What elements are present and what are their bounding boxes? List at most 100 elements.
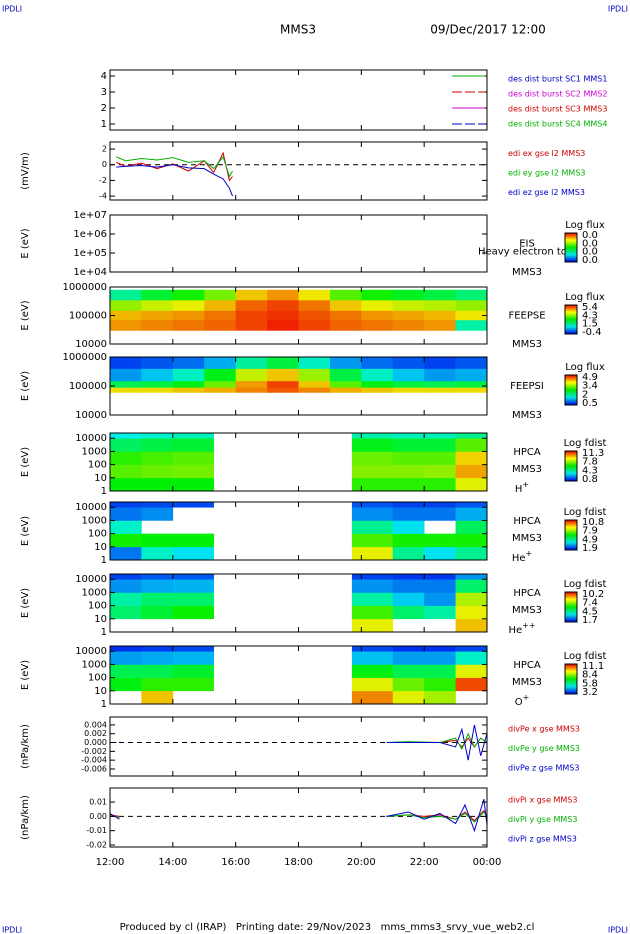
spectrogram-cell bbox=[110, 451, 142, 465]
spectrogram-cell bbox=[267, 380, 299, 388]
y-tick-label: 1e+04 bbox=[73, 267, 107, 278]
spectrogram-cell bbox=[392, 357, 425, 369]
y-tick-label: 1000000 bbox=[62, 282, 107, 293]
y-tick-label: 10000 bbox=[75, 433, 107, 444]
spectrogram-cell bbox=[351, 579, 394, 593]
legend-label: des dist burst SC1 MMS1 bbox=[508, 75, 607, 84]
spectrogram-cell bbox=[424, 646, 456, 652]
corner-label: IPDLI bbox=[2, 5, 22, 14]
overlay-text: Heavy electron to bbox=[478, 247, 567, 258]
spectrogram-cell bbox=[110, 289, 142, 301]
spectrogram-cell bbox=[172, 387, 205, 393]
spectrogram-cell bbox=[141, 438, 174, 452]
spectrogram-cell bbox=[361, 380, 394, 388]
y-axis-label: (nPa/km) bbox=[20, 795, 31, 840]
colorbar-title: Log flux bbox=[565, 292, 605, 303]
spectrogram-cell bbox=[172, 477, 214, 492]
colorbar-label: 1.5 bbox=[582, 319, 598, 330]
instrument-label: MMS3 bbox=[512, 464, 542, 475]
spectrogram-cell bbox=[361, 319, 394, 331]
instrument-label: HPCA bbox=[513, 588, 541, 599]
spectrogram-cell bbox=[172, 592, 214, 606]
species-charge: + bbox=[525, 549, 532, 558]
spectrogram-cell bbox=[141, 592, 174, 606]
panel-frame bbox=[109, 716, 488, 777]
colorbar-label: 5.8 bbox=[582, 678, 598, 689]
spectrogram-cell bbox=[172, 451, 214, 465]
spectrogram-cell bbox=[392, 651, 425, 665]
y-tick-label: 1 bbox=[101, 486, 107, 497]
species-name: O bbox=[515, 697, 523, 708]
colorbar-title: Log fdist bbox=[564, 651, 607, 662]
spectrogram-cell bbox=[392, 592, 425, 606]
spectrogram-cell bbox=[110, 592, 142, 606]
spectrogram-cell bbox=[172, 357, 205, 369]
colorbar-title: Log fdist bbox=[564, 438, 607, 449]
spectrogram-cell bbox=[424, 502, 456, 508]
spectrogram-cell bbox=[424, 380, 456, 388]
spectrogram-cell bbox=[424, 690, 456, 705]
instrument-label: MMS3 bbox=[512, 339, 542, 350]
y-tick-label: 1e+07 bbox=[73, 210, 107, 221]
spectrogram-cell bbox=[141, 380, 174, 388]
spectrogram-cell bbox=[351, 477, 394, 492]
x-tick-label: 20:00 bbox=[347, 857, 376, 868]
spectrogram-cell bbox=[424, 289, 456, 301]
y-axis-label: E (eV) bbox=[20, 300, 31, 330]
species-label: He++ bbox=[508, 621, 535, 637]
spectrogram-cell bbox=[351, 618, 394, 633]
spectrogram-cell bbox=[455, 368, 488, 382]
corner-label: IPDLI bbox=[608, 926, 628, 934]
y-axis-label: (nPa/km) bbox=[20, 724, 31, 769]
legend-label: des dist burst SC4 MMS4 bbox=[508, 120, 607, 129]
panel-frame bbox=[109, 141, 488, 201]
y-tick-label: 1000 bbox=[82, 515, 107, 526]
panel: -4 -2 0 2 (mV/m) edi ex gse l2 MMS3 edi ey gse… bbox=[20, 141, 586, 201]
y-tick-label: 10 bbox=[94, 686, 107, 697]
legend-label: des dist burst SC3 MMS3 bbox=[508, 105, 607, 114]
spectrogram-cell bbox=[267, 387, 299, 393]
spectrogram-cell bbox=[424, 368, 456, 382]
spectrogram-cell bbox=[424, 507, 456, 521]
spectrogram-cell bbox=[110, 651, 142, 665]
spectrogram-cell bbox=[235, 319, 268, 331]
spectrogram-cell bbox=[351, 546, 394, 561]
spectrogram-cell bbox=[455, 574, 488, 580]
instrument-label: MMS3 bbox=[512, 533, 542, 544]
spectrogram-cell bbox=[392, 368, 425, 382]
spectrogram-cell bbox=[204, 299, 236, 311]
spectrogram-cell bbox=[141, 387, 174, 393]
colorbar-label: 0.0 bbox=[582, 230, 598, 241]
y-axis-label: E (eV) bbox=[20, 588, 31, 618]
spectrogram-cell bbox=[235, 310, 268, 321]
spectrogram-cell bbox=[172, 579, 214, 593]
instrument-label: MMS3 bbox=[512, 605, 542, 616]
panel: 10000 100000 1000000 E (eV) FEEPSE MMS3 Log fl… bbox=[20, 282, 605, 350]
panel: 10000 100000 1000000 E (eV) FEEPSI MMS3 Log fl… bbox=[20, 352, 605, 421]
y-tick-label: -0.01 bbox=[86, 826, 107, 835]
instrument-label: MMS3 bbox=[512, 267, 542, 278]
data-line bbox=[116, 155, 233, 178]
spectrogram-cell bbox=[298, 387, 331, 393]
spectrogram-cell bbox=[424, 477, 456, 492]
legend-label: des dist burst SC2 MMS2 bbox=[508, 90, 607, 99]
spectrogram-cell bbox=[424, 592, 456, 606]
legend-label: divPe y gse MMS3 bbox=[508, 744, 580, 753]
spectrogram-cell bbox=[392, 664, 425, 678]
y-tick-label: 100 bbox=[88, 460, 107, 471]
spectrogram-cell bbox=[141, 289, 174, 301]
colorbar bbox=[564, 663, 578, 695]
colorbar-label: 8.4 bbox=[582, 670, 598, 681]
spectrogram-cell bbox=[351, 646, 394, 652]
spectrogram-cell bbox=[110, 310, 142, 321]
spectrogram-cell bbox=[141, 579, 174, 593]
data-line bbox=[109, 799, 488, 833]
colorbar bbox=[564, 374, 578, 406]
spectrogram-cell bbox=[141, 507, 174, 521]
spectrogram-cell bbox=[455, 319, 488, 331]
spectrogram-cell bbox=[141, 546, 174, 561]
footer: Produced by cl (IRAP) Printing date: 29/… bbox=[120, 922, 535, 933]
y-tick-label: 100 bbox=[88, 529, 107, 540]
spectrogram-cell bbox=[455, 677, 488, 692]
y-tick-label: 1e+05 bbox=[73, 248, 107, 259]
